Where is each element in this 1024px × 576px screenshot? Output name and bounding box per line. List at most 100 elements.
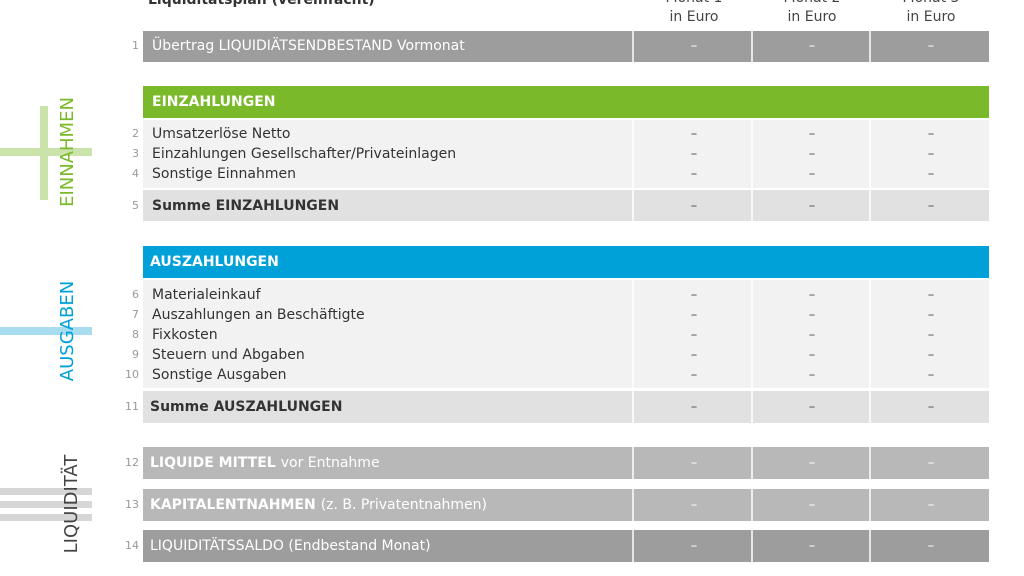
cell-value: – [928,348,935,363]
row-label-text: LIQUIDITÄTSSALDO (Endbestand Monat) [150,536,431,554]
equals-icon [0,488,92,495]
row-label: Sonstige Einnahmen [152,166,296,182]
row-label: Einzahlungen Gesellschafter/Privateinlag… [152,146,456,162]
cell-value: – [928,456,935,471]
row-background [143,280,989,305]
row-label-text: Sonstige Einnahmen [152,166,296,182]
row-background [143,489,989,521]
column-header: in Euro [907,9,956,25]
cell-value: – [691,199,698,214]
row-label: Summe AUSZAHLUNGEN [150,399,342,415]
column-header: Monat 1 [666,0,723,6]
cell-value: – [691,456,698,471]
row-background [143,345,989,365]
row-background [143,31,989,62]
row-background [143,86,989,118]
cell-value: – [691,348,698,363]
cell-value: – [809,308,816,323]
row-number: 11 [125,400,139,413]
row-label-text: vor Entnahme [281,455,380,471]
title: Liquiditätsplan (vereinfacht) [148,0,375,8]
equals-icon [0,514,92,521]
cell-value: – [809,456,816,471]
row-label: Umsatzerlöse Netto [152,126,290,142]
cell-value: – [809,328,816,343]
row-label: Übertrag LIQUIDIÄTSENDBESTAND Vormonat [152,36,465,54]
cell-value: – [928,199,935,214]
row-number: 12 [125,456,139,469]
section-heading: EINZAHLUNGEN [152,94,275,110]
row-background [143,447,989,479]
row-label: LIQUIDITÄTSSALDO (Endbestand Monat) [150,536,431,554]
row-number: 1 [132,39,139,52]
row-number: 14 [125,539,139,552]
row-number: 8 [132,328,139,341]
row-background [143,305,989,325]
row-label: LIQUIDE MITTEL vor Entnahme [150,455,380,471]
side-label: AUSGABEN [57,281,78,381]
row-background [143,144,989,164]
row-label-text: Umsatzerlöse Netto [152,126,290,142]
side-label: LIQUIDITÄT [61,454,82,554]
column-header: Monat 2 [784,0,841,6]
row-number: 10 [125,368,139,381]
cell-value: – [928,498,935,513]
row-label: Auszahlungen an Beschäftigte [152,307,365,323]
row-label-text: Steuern und Abgaben [152,347,305,363]
cell-value: – [691,288,698,303]
cell-value: – [691,167,698,182]
cell-value: – [928,147,935,162]
row-label: Summe EINZAHLUNGEN [152,198,339,214]
plus-icon [0,148,92,156]
row-background [143,120,989,144]
row-label-bold: Summe EINZAHLUNGEN [152,198,339,214]
cell-value: – [809,539,816,554]
row-label: Sonstige Ausgaben [152,367,287,383]
row-background [143,190,989,221]
row-label-text: (z. B. Privatentnahmen) [321,497,487,513]
cell-value: – [928,328,935,343]
row-number: 9 [132,348,139,361]
row-number: 4 [132,167,139,180]
row-label-bold: KAPITALENTNAHMEN [150,497,316,513]
cell-value: – [928,288,935,303]
row-label-text: Materialeinkauf [152,287,262,303]
cell-value: – [691,39,698,54]
row-number: 5 [132,199,139,212]
row-label-text: Auszahlungen an Beschäftigte [152,307,365,323]
column-header: in Euro [788,9,837,25]
cell-value: – [928,400,935,415]
cell-value: – [809,147,816,162]
cell-value: – [809,498,816,513]
row-number: 7 [132,308,139,321]
cell-value: – [809,368,816,383]
minus-icon [0,327,92,335]
cell-value: – [809,288,816,303]
row-background [143,246,989,278]
row-label: Fixkosten [152,327,218,343]
section-heading: AUSZAHLUNGEN [150,254,279,270]
row-label-bold: Summe AUSZAHLUNGEN [150,399,342,415]
row-label-text: Einzahlungen Gesellschafter/Privateinlag… [152,146,456,162]
cell-value: – [809,127,816,142]
row-number: 13 [125,498,139,511]
row-background [143,164,989,188]
cell-value: – [809,167,816,182]
equals-icon [0,501,92,508]
cell-value: – [691,147,698,162]
row-number: 2 [132,127,139,140]
cell-value: – [928,127,935,142]
row-number: 6 [132,288,139,301]
row-label: Materialeinkauf [152,287,262,303]
cell-value: – [691,539,698,554]
cell-value: – [691,400,698,415]
cell-value: – [809,348,816,363]
row-label-text: Übertrag LIQUIDIÄTSENDBESTAND Vormonat [152,36,465,54]
cell-value: – [928,167,935,182]
cell-value: – [691,328,698,343]
cell-value: – [809,39,816,54]
cell-value: – [928,308,935,323]
row-label-text: Sonstige Ausgaben [152,367,287,383]
row-label-text: Fixkosten [152,327,218,343]
